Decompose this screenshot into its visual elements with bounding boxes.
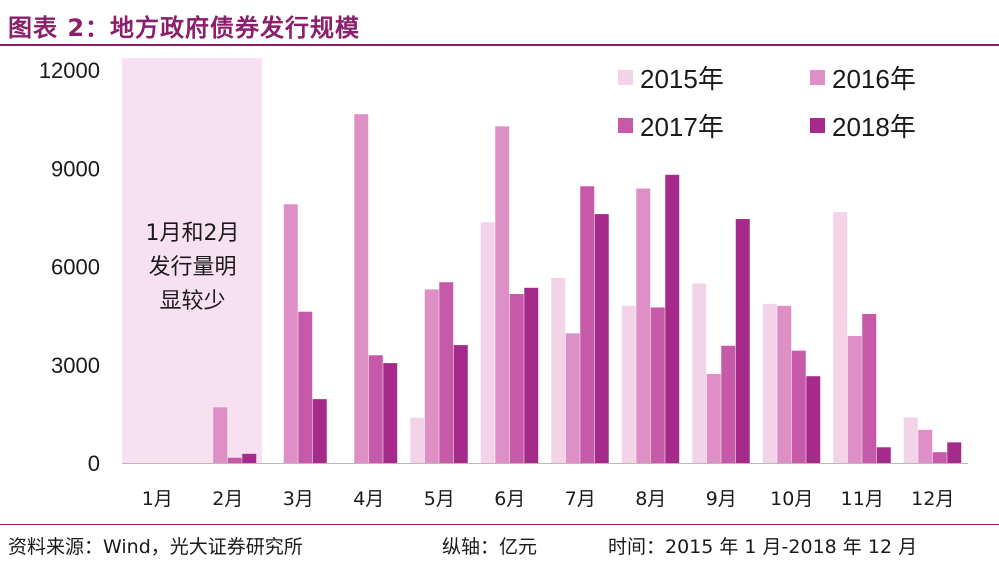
legend-label: 2016年 (832, 64, 916, 94)
bar-2015年-11月 (833, 212, 848, 463)
bar-2016年-7月 (565, 333, 580, 463)
legend-swatch (810, 70, 825, 85)
bar-2016年-5月 (424, 289, 439, 463)
x-tick-label: 3月 (283, 488, 314, 510)
footer-divider (0, 524, 999, 525)
bar-2017年-12月 (932, 452, 947, 463)
x-tick-label: 2月 (212, 488, 243, 510)
bar-chart: 0 3000 6000 9000 12000 1月 2月 3月 4月 5月 6月 7月 8月 9月 10月 1… (39, 58, 968, 510)
x-tick-label: 7月 (565, 488, 596, 510)
y-tick-label: 9000 (51, 156, 100, 181)
bar-2015年-10月 (762, 303, 777, 463)
bar-2015年-9月 (692, 283, 707, 463)
bar-2016年-4月 (354, 114, 369, 464)
y-tick-label: 3000 (51, 353, 100, 378)
annotation-line: 发行量明 (148, 255, 236, 280)
bar-2018年-5月 (453, 345, 468, 463)
jan-feb-highlight-region (122, 58, 262, 463)
x-tick-label: 5月 (424, 488, 455, 510)
bar-2017年-3月 (298, 311, 313, 463)
x-tick-label: 6月 (494, 488, 525, 510)
y-tick-label: 0 (88, 451, 100, 476)
bar-2017年-10月 (791, 350, 806, 463)
bar-2017年-2月 (227, 457, 242, 463)
legend-swatch (810, 118, 825, 133)
bar-2018年-11月 (876, 447, 891, 463)
bar-2016年-6月 (495, 126, 510, 463)
bar-2018年-12月 (947, 442, 962, 463)
bar-2015年-6月 (480, 222, 495, 463)
x-tick-label: 4月 (353, 488, 384, 510)
bar-2015年-8月 (621, 305, 636, 463)
legend-swatch (618, 118, 633, 133)
bar-2015年-12月 (903, 417, 918, 463)
bar-2017年-7月 (580, 186, 595, 463)
x-tick-label: 9月 (706, 488, 737, 510)
bar-2017年-8月 (650, 307, 665, 463)
bar-2016年-11月 (847, 335, 862, 463)
legend-swatch (618, 70, 633, 85)
legend-label: 2017年 (640, 112, 724, 142)
y-tick-label: 12000 (39, 58, 100, 83)
bar-2016年-8月 (636, 188, 651, 463)
period-note: 时间：2015 年 1 月-2018 年 12 月 (608, 536, 918, 558)
bar-2015年-5月 (410, 417, 425, 463)
bar-2018年-2月 (242, 453, 257, 463)
legend-label: 2018年 (832, 112, 916, 142)
x-tick-label: 8月 (635, 488, 666, 510)
x-tick-label: 10月 (770, 488, 813, 510)
axis-unit-note: 纵轴：亿元 (442, 536, 538, 558)
bar-2017年-9月 (721, 345, 736, 463)
bar-2016年-10月 (777, 305, 792, 463)
bar-2018年-9月 (735, 219, 750, 463)
bar-2015年-7月 (551, 277, 566, 463)
legend-label: 2015年 (640, 64, 724, 94)
bar-2016年-2月 (213, 407, 228, 463)
x-tick-label: 12月 (911, 488, 954, 510)
bar-2017年-5月 (439, 282, 454, 463)
bar-2018年-4月 (383, 363, 398, 463)
bar-2016年-9月 (706, 373, 721, 463)
bar-2017年-6月 (509, 294, 524, 463)
source-note: 资料来源：Wind，光大证券研究所 (8, 536, 303, 558)
bar-2016年-3月 (283, 204, 298, 463)
chart-title: 图表 2：地方政府债券发行规模 (8, 14, 361, 42)
bar-2018年-6月 (524, 287, 539, 463)
bar-2018年-10月 (806, 376, 821, 463)
annotation-line: 显较少 (159, 289, 225, 314)
annotation-line: 1月和2月 (146, 221, 240, 246)
bar-2018年-3月 (312, 399, 327, 463)
y-tick-label: 6000 (51, 255, 100, 280)
title-divider (0, 44, 999, 46)
x-tick-label: 1月 (142, 488, 173, 510)
bar-2017年-11月 (862, 313, 877, 463)
bar-2016年-12月 (918, 429, 933, 463)
bar-2018年-8月 (665, 174, 680, 464)
bar-2018年-7月 (594, 214, 609, 463)
x-tick-label: 11月 (841, 488, 884, 510)
bar-2017年-4月 (368, 355, 383, 463)
